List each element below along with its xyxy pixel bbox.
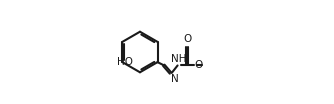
Text: HO: HO xyxy=(117,57,133,67)
Text: O: O xyxy=(194,60,202,70)
Text: O: O xyxy=(183,34,191,45)
Text: N: N xyxy=(171,74,179,84)
Text: NH: NH xyxy=(171,54,187,64)
